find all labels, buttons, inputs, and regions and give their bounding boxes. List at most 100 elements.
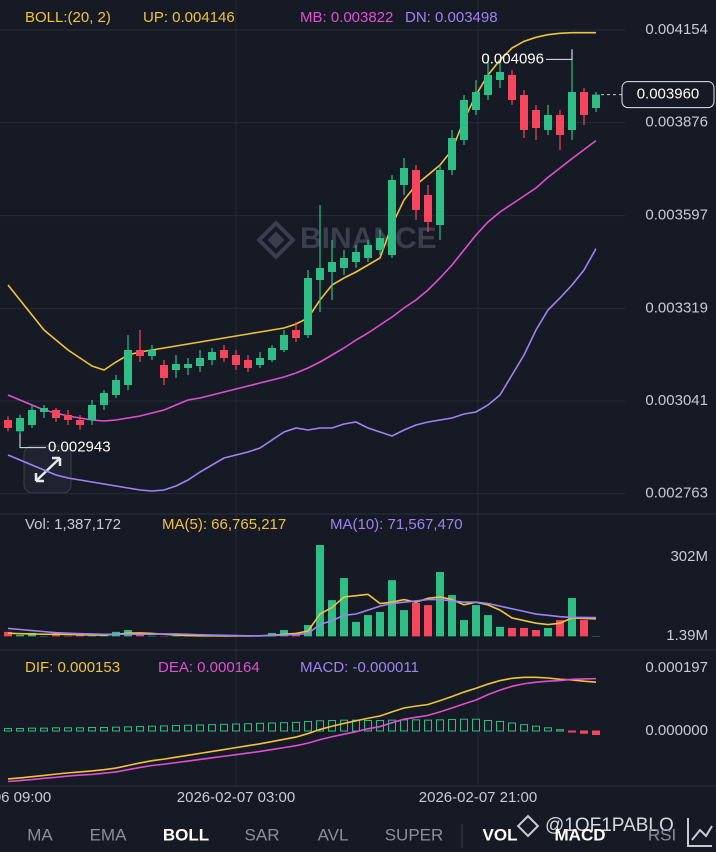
candle-body xyxy=(484,75,492,95)
y-tick-label: 0.000000 xyxy=(645,722,708,739)
candle-body xyxy=(268,348,276,360)
candle-body xyxy=(316,268,324,280)
macd-bar xyxy=(496,720,504,732)
candle-body xyxy=(124,350,132,385)
macd-bar xyxy=(448,719,456,732)
macd-bar xyxy=(208,724,216,732)
candle-body xyxy=(424,195,432,222)
x-tick-label: 2026-02-07 03:00 xyxy=(177,789,295,806)
candle-body xyxy=(184,364,192,368)
indicator-tab[interactable]: BOLL xyxy=(163,825,209,844)
indicator-line xyxy=(7,140,597,422)
legend-entry: MA(5): 66,765,217 xyxy=(162,516,286,533)
candle-body xyxy=(52,410,60,418)
candle-body xyxy=(40,408,48,412)
candle-body xyxy=(568,92,576,130)
last-price-label: 0.003960 xyxy=(637,86,700,103)
annotation-label: 0.002943 xyxy=(48,439,111,456)
macd-bar xyxy=(556,729,564,732)
macd-bar xyxy=(388,719,396,732)
macd-bar xyxy=(100,727,108,732)
macd-bar xyxy=(268,722,276,732)
y-tick-label: 0.002763 xyxy=(645,485,708,502)
candle-body xyxy=(292,330,300,338)
macd-bar xyxy=(532,725,540,732)
volume-bar xyxy=(64,635,72,637)
volume-bar xyxy=(388,580,396,637)
y-tick-label: 0.004154 xyxy=(645,21,708,38)
indicator-tab[interactable]: VOL xyxy=(483,825,518,844)
legend-entry: DIF: 0.000153 xyxy=(25,659,120,676)
candle-body xyxy=(136,350,144,356)
chart-icon[interactable] xyxy=(687,818,713,847)
candle-body xyxy=(304,278,312,335)
candle-body xyxy=(520,95,528,130)
volume-bar xyxy=(364,615,372,637)
macd-bar xyxy=(460,718,468,732)
expand-button[interactable] xyxy=(23,445,72,494)
macd-bar xyxy=(16,727,24,732)
macd-bar xyxy=(232,723,240,732)
macd-bar xyxy=(436,719,444,732)
candle-body xyxy=(160,365,168,378)
volume-bar xyxy=(496,626,504,637)
macd-bar xyxy=(364,719,372,732)
macd-bar xyxy=(184,724,192,732)
indicator-tab[interactable]: SUPER xyxy=(385,825,444,844)
macd-bar xyxy=(292,721,300,732)
macd-bar xyxy=(136,726,144,732)
volume-bar xyxy=(136,633,144,637)
macd-bar xyxy=(196,724,204,732)
indicator-line xyxy=(7,31,596,371)
macd-bar xyxy=(424,719,432,732)
candle-body xyxy=(364,245,372,258)
macd-bar xyxy=(4,727,12,732)
indicator-line xyxy=(7,598,597,637)
candle-body xyxy=(232,355,240,365)
candle-body xyxy=(496,72,504,80)
macd-bar xyxy=(592,730,600,736)
macd-bar xyxy=(520,724,528,732)
candle-body xyxy=(400,168,408,185)
candle-body xyxy=(556,115,564,135)
indicator-tab[interactable]: MACD xyxy=(555,825,606,844)
indicator-tab[interactable]: MA xyxy=(27,825,53,844)
legend-entry: DEA: 0.000164 xyxy=(158,659,260,676)
macd-bar xyxy=(52,727,60,732)
macd-bar xyxy=(472,718,480,732)
macd-bar xyxy=(304,720,312,732)
indicator-tab[interactable]: AVL xyxy=(318,825,349,844)
candle-body xyxy=(148,350,156,356)
candle-body xyxy=(472,92,480,110)
volume-bar xyxy=(4,631,12,637)
annotation-leader xyxy=(546,49,573,60)
indicator-tab[interactable]: SAR xyxy=(245,825,280,844)
macd-bar xyxy=(40,727,48,732)
candle-body xyxy=(544,115,552,130)
macd-bar xyxy=(112,726,120,732)
volume-bar xyxy=(16,635,24,637)
candle-body xyxy=(196,358,204,366)
candle-body xyxy=(280,335,288,350)
legend-entry: MA(10): 71,567,470 xyxy=(330,516,463,533)
indicator-tab[interactable]: EMA xyxy=(90,825,128,844)
candle-body xyxy=(4,420,12,428)
volume-bar xyxy=(148,635,156,637)
volume-bar xyxy=(556,620,564,637)
candle-body xyxy=(256,358,264,365)
y-tick-label: 302M xyxy=(670,548,708,565)
macd-bar xyxy=(88,727,96,732)
macd-bar xyxy=(580,730,588,734)
macd-bar xyxy=(172,725,180,732)
candle-body xyxy=(412,170,420,210)
volume-bar xyxy=(580,620,588,637)
y-tick-label: 0.003319 xyxy=(645,299,708,316)
candle-body xyxy=(508,75,516,100)
macd-bar xyxy=(280,722,288,732)
indicator-line xyxy=(7,248,597,492)
indicator-tab[interactable]: RSI xyxy=(648,825,676,844)
volume-bar xyxy=(436,572,444,637)
last-price-box xyxy=(621,81,715,109)
legend-entry: BOLL:(20, 2) xyxy=(25,9,111,26)
